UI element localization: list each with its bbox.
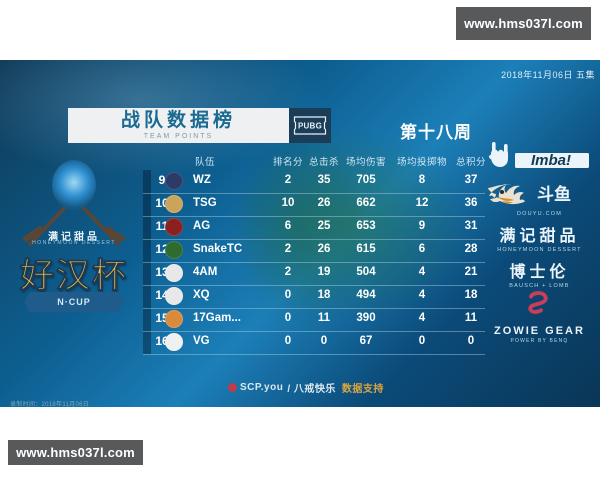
- svg-text:PUBG: PUBG: [298, 122, 322, 131]
- svg-text:Imba!: Imba!: [530, 152, 570, 169]
- svg-text:斗鱼: 斗鱼: [537, 184, 571, 204]
